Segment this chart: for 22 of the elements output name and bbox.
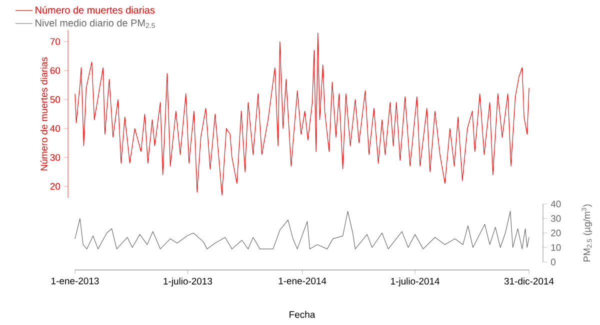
y-tick-label: 30 <box>50 154 60 161</box>
y-tick-label: 20 <box>50 183 60 190</box>
legend-label: Nivel medio diario de PM$_{2.5}$ <box>36 19 155 28</box>
y-axis-title: Número de muertes diarias <box>40 57 48 170</box>
y2-tick-label: 30 <box>550 215 561 222</box>
x-tick-label: 1-ene-2014 <box>278 278 326 284</box>
y-tick-label: 70 <box>50 38 60 45</box>
line-series <box>74 32 530 196</box>
x-tick-label: 1-ene-2013 <box>52 278 99 284</box>
y2-axis-title: PM$_{2.5}$ (µg/m$^{3}$) <box>582 204 592 262</box>
x-axis-title: Fecha <box>290 310 316 318</box>
y-tick-label: 40 <box>50 125 60 132</box>
x-tick-label: 1-julio-2014 <box>391 278 440 286</box>
y-tick-label: 50 <box>50 96 60 103</box>
x-tick-label: 1-julio-2013 <box>164 278 212 286</box>
x-tick-label: 31-dic-2014 <box>504 278 554 285</box>
y-tick-label: 60 <box>50 67 60 74</box>
legend-label: Número de muertes diarias <box>36 6 155 14</box>
y2-tick-label: 10 <box>551 244 561 251</box>
y2-tick-label: 0 <box>550 258 556 266</box>
y2-tick-label: 20 <box>551 230 561 236</box>
y2-tick-label: 40 <box>550 200 561 208</box>
